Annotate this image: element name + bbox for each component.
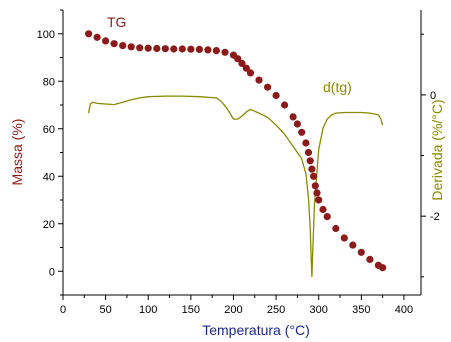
tg-point [221, 48, 229, 56]
tg-point [178, 45, 186, 53]
axes-layer: 0 50 100 150 200 250 300 350 400 0 20 40 60 80 100 -2 0 [37, 9, 440, 316]
y-left-tick-label: 60 [43, 124, 55, 136]
y-left-tick-label: 40 [43, 171, 55, 183]
tg-point [212, 47, 220, 55]
x-tick-label: 0 [60, 304, 66, 316]
tg-point [289, 113, 297, 121]
tg-point [332, 224, 340, 233]
tg-point [136, 44, 144, 52]
tg-point [102, 37, 110, 45]
tg-point [153, 44, 161, 53]
x-tick-label: 200 [224, 304, 242, 316]
tg-point [187, 45, 195, 53]
dtg-series-line [87, 95, 384, 277]
x-tick-label: 400 [395, 304, 413, 316]
tg-point [85, 30, 93, 38]
tg-point [311, 182, 319, 190]
y-right-tick-label: -2 [430, 211, 440, 223]
y-left-tick-label: 80 [43, 76, 55, 88]
tg-point [246, 69, 255, 77]
tg-point [366, 255, 374, 263]
tg-point [349, 241, 357, 249]
tg-point [242, 64, 250, 72]
tg-point [315, 196, 323, 204]
tg-point [170, 45, 178, 53]
tg-point [204, 46, 212, 54]
tg-point [298, 128, 306, 136]
tg-point [272, 91, 280, 100]
y-left-axis-title: Massa (%) [9, 119, 25, 186]
tg-point [264, 83, 272, 91]
x-tick-label: 150 [182, 304, 200, 316]
tg-point [340, 234, 348, 242]
tg-point [195, 45, 203, 54]
tg-point [313, 189, 321, 197]
tg-point [357, 248, 365, 256]
tg-point [310, 172, 318, 180]
tg-point [302, 139, 310, 147]
tg-point [255, 76, 263, 84]
tg-point [127, 43, 135, 51]
x-tick-label: 250 [267, 304, 285, 316]
tg-point [308, 165, 316, 173]
tg-point [93, 33, 101, 41]
tg-point [110, 40, 118, 48]
tg-point [144, 44, 152, 52]
tg-point [234, 55, 242, 63]
dtg-series-label: d(tg) [323, 79, 352, 95]
y-left-tick-label: 20 [43, 219, 55, 231]
tg-series-layer [85, 30, 387, 272]
tg-point [161, 45, 169, 53]
y-left-tick-label: 0 [49, 266, 55, 278]
tg-point [304, 148, 313, 157]
tg-point [293, 120, 301, 128]
tg-point [319, 205, 327, 214]
y-right-tick-label: 0 [430, 90, 436, 102]
y-right-axis-title: Derivada (%/°C) [429, 99, 445, 200]
tg-point [281, 101, 289, 109]
tg-point [306, 157, 314, 165]
y-left-tick-label: 100 [37, 29, 55, 41]
x-tick-label: 300 [310, 304, 328, 316]
tg-point [119, 42, 127, 50]
x-tick-label: 350 [352, 304, 370, 316]
dtg-series-layer [87, 95, 384, 277]
tg-point [323, 213, 331, 221]
tg-point [238, 59, 246, 67]
tg-series-label: TG [107, 14, 126, 30]
x-axis-title: Temperatura (°C) [202, 322, 310, 338]
tg-point [379, 264, 387, 272]
x-tick-label: 100 [139, 304, 157, 316]
x-tick-label: 50 [99, 304, 111, 316]
